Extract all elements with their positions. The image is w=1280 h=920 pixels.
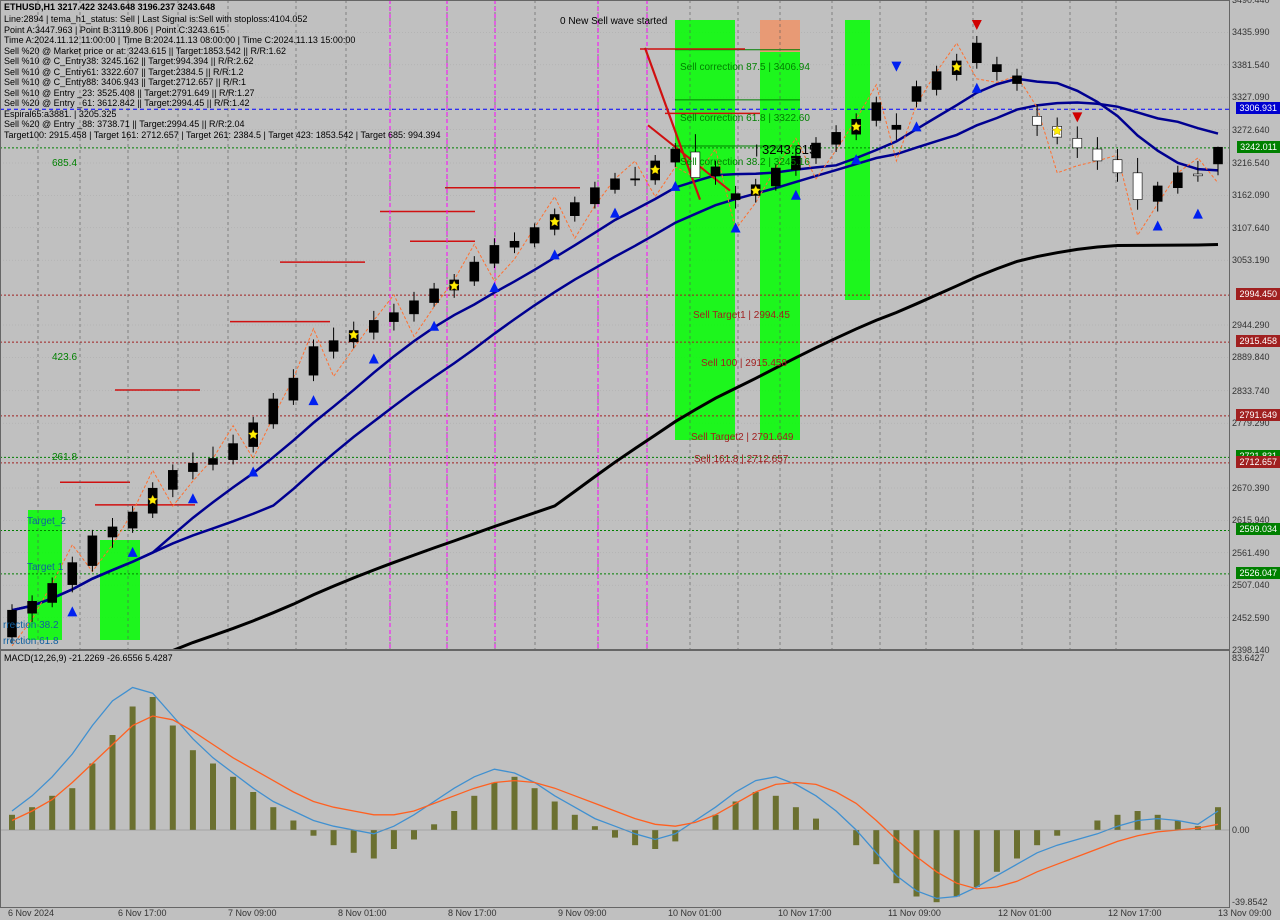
info-line: Sell %10 @ Entry _23: 3525.408 || Target… (4, 88, 254, 98)
x-tick: 12 Nov 17:00 (1108, 908, 1162, 918)
info-line: Sell %10 @ C_Entry88: 3406.943 || Target… (4, 77, 246, 87)
chart-annotation: 423.6 (52, 352, 77, 363)
chart-annotation: Target 1 (27, 562, 63, 573)
y-tick: 3216.540 (1232, 158, 1270, 168)
info-line: Point A:3447.963 | Point B:3119.806 | Po… (4, 25, 225, 35)
info-line: Sell %10 @ C_Entry61: 3322.607 || Target… (4, 67, 243, 77)
info-line: Time A:2024.11.12 11:00:00 | Time B:2024… (4, 35, 355, 45)
y-tick: 2507.040 (1232, 580, 1270, 590)
price-tag: 3242.011 (1237, 141, 1280, 153)
chart-annotation: Sell correction 61.8 | 3322.60 (680, 113, 810, 124)
price-tag: 2599.034 (1236, 523, 1280, 535)
x-tick: 6 Nov 2024 (8, 908, 54, 918)
y-tick: 3327.090 (1232, 92, 1270, 102)
info-line: Sell %20 @ Entry _88: 3738.71 || Target:… (4, 119, 244, 129)
chart-annotation: Sell Target2 | 2791.649 (691, 432, 794, 443)
x-tick: 13 Nov 09:00 (1218, 908, 1272, 918)
symbol-label: ETHUSD,H1 3217.422 3243.648 3196.237 324… (4, 2, 215, 12)
price-tag: 2915.458 (1236, 335, 1280, 347)
y-tick: 3053.190 (1232, 255, 1270, 265)
x-tick: 12 Nov 01:00 (998, 908, 1052, 918)
chart-annotation: Sell correction 87.5 | 3406.94 (680, 62, 810, 73)
chart-annotation: Sell correction 38.2 | 3245.16 (680, 157, 810, 168)
chart-annotation: Sell 100 | 2915.458 (701, 358, 787, 369)
macd-panel[interactable] (0, 650, 1230, 908)
macd-label: MACD(12,26,9) -21.2269 -26.6556 5.4287 (4, 653, 173, 663)
y-tick: 2889.840 (1232, 352, 1270, 362)
chart-annotation: Target_2 (27, 516, 66, 527)
chart-annotation: | 3243.615 (755, 142, 816, 157)
x-tick: 11 Nov 09:00 (888, 908, 941, 918)
chart-annotation: 261.8 (52, 452, 77, 463)
x-tick: 7 Nov 09:00 (228, 908, 277, 918)
y-tick: 3107.640 (1232, 223, 1270, 233)
chart-annotation: Sell 161.8 | 2712.657 (694, 454, 788, 465)
macd-y-tick: -39.8542 (1232, 897, 1268, 907)
x-axis: 6 Nov 2024 6 Nov 17:00 7 Nov 09:00 8 Nov 01… (0, 908, 1230, 920)
y-tick: 3162.090 (1232, 190, 1270, 200)
price-tag: 2526.047 (1236, 567, 1280, 579)
y-tick: 2944.290 (1232, 320, 1270, 330)
x-tick: 9 Nov 09:00 (558, 908, 607, 918)
chart-annotation: 685.4 (52, 158, 77, 169)
y-tick: 3381.540 (1232, 60, 1270, 70)
info-line: Sell %20 @ Entry _61: 3612.842 || Target… (4, 98, 249, 108)
x-tick: 8 Nov 17:00 (448, 908, 497, 918)
x-tick: 8 Nov 01:00 (338, 908, 387, 918)
info-line: Line:2894 | tema_h1_status: Sell | Last … (4, 14, 307, 24)
y-tick: 3490.440 (1232, 0, 1270, 5)
price-tag: 2994.450 (1236, 288, 1280, 300)
chart-annotation: Sell Target1 | 2994.45 (693, 310, 790, 321)
x-tick: 6 Nov 17:00 (118, 908, 167, 918)
y-tick: 2561.490 (1232, 548, 1270, 558)
info-line: Sell %10 @ C_Entry38: 3245.162 || Target… (4, 56, 253, 66)
y-tick: 3435.990 (1232, 27, 1270, 37)
chart-annotation: rrection 61.8 (3, 636, 59, 647)
price-tag: 2712.657 (1236, 456, 1280, 468)
chart-annotation: 0 New Sell wave started (560, 16, 667, 27)
macd-y-tick: 0.00 (1232, 825, 1250, 835)
price-tag: 2791.649 (1236, 409, 1280, 421)
y-tick: 2833.740 (1232, 386, 1270, 396)
info-line: Espiral65:a3881. | 3205.325 (4, 109, 116, 119)
macd-y-tick: 83.6427 (1232, 653, 1265, 663)
y-axis-macd: 83.6427 0.00 -39.8542 (1230, 650, 1280, 908)
x-tick: 10 Nov 17:00 (778, 908, 832, 918)
y-tick: 3272.640 (1232, 125, 1270, 135)
info-line: Target100: 2915.458 | Target 161: 2712.6… (4, 130, 441, 140)
y-tick: 2670.390 (1232, 483, 1270, 493)
chart-annotation: rrection 38.2 (3, 620, 59, 631)
chart-container: Line:2894 | tema_h1_status: Sell | Last … (0, 0, 1280, 920)
price-tag: 3306.931 (1236, 102, 1280, 114)
info-line: Sell %20 @ Market price or at: 3243.615 … (4, 46, 286, 56)
x-tick: 10 Nov 01:00 (668, 908, 722, 918)
y-tick: 2452.590 (1232, 613, 1270, 623)
y-axis-price: 3490.440 3435.990 3381.540 3327.090 3272.640… (1230, 0, 1280, 650)
